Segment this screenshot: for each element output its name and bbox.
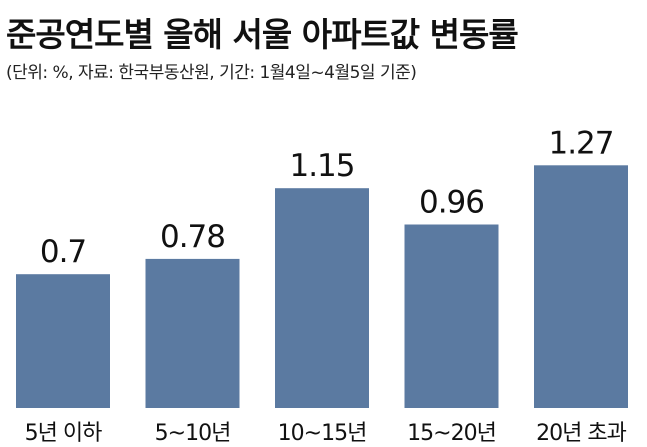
bar xyxy=(534,165,628,408)
category-labels-group: 5년 이하 5~10년 10~15년 15~20년 20년 초과 xyxy=(25,421,628,446)
bar xyxy=(16,274,110,408)
bar xyxy=(275,188,369,408)
bar-value-label: 0.7 xyxy=(40,234,86,270)
value-labels-group: 0.7 0.78 1.15 0.96 1.27 xyxy=(40,125,615,270)
bars-group xyxy=(16,165,628,408)
bar-value-label: 0.96 xyxy=(419,185,484,221)
category-label: 10~15년 xyxy=(278,421,367,446)
chart-title: 준공연도별 올해 서울 아파트값 변동률 xyxy=(6,15,519,54)
bar xyxy=(404,224,499,408)
category-label: 5년 이하 xyxy=(25,421,102,446)
bar xyxy=(145,258,240,408)
bar-value-label: 1.15 xyxy=(289,148,354,184)
category-label: 5~10년 xyxy=(155,421,231,446)
bar-value-label: 0.78 xyxy=(160,219,225,255)
bar-value-label: 1.27 xyxy=(548,125,613,161)
chart-subtitle: (단위: %, 자료: 한국부동산원, 기간: 1월4일~4월5일 기준) xyxy=(6,63,417,83)
category-label: 15~20년 xyxy=(407,421,496,446)
category-label: 20년 초과 xyxy=(536,421,626,446)
